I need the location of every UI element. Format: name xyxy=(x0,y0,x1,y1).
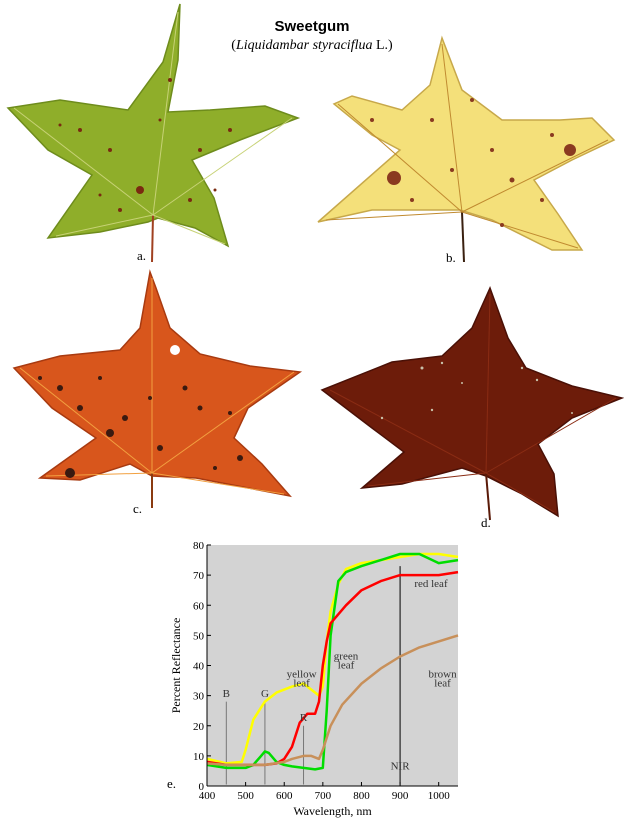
y-tick-label: 60 xyxy=(193,600,205,612)
x-tick-label: 500 xyxy=(237,790,254,802)
brown-leaf-stem xyxy=(485,472,491,521)
subtitle-open-paren: ( xyxy=(231,38,236,53)
chart-annotation: yellow xyxy=(287,669,317,681)
y-tick-label: 10 xyxy=(193,751,205,763)
y-tick-label: 40 xyxy=(193,661,205,673)
plot-area xyxy=(207,545,458,786)
red-leaf-image xyxy=(12,269,303,508)
green-leaf-veins xyxy=(13,11,293,245)
green-leaf-stem xyxy=(151,214,154,263)
x-tick-label: 700 xyxy=(315,790,332,802)
x-tick-label: 1000 xyxy=(428,790,451,802)
red-leaf-hole xyxy=(170,345,180,355)
series-line xyxy=(206,552,459,771)
x-axis-label: Wavelength, nm xyxy=(293,804,372,818)
panel-label-c: c. xyxy=(133,501,143,516)
brown-leaf-image xyxy=(320,286,624,521)
x-tick-label: 600 xyxy=(276,790,293,802)
panel-label-e: e. xyxy=(167,776,177,791)
figure-title: Sweetgum xyxy=(274,18,350,35)
chart-annotation: leaf xyxy=(293,678,310,690)
yellow-leaf-image xyxy=(317,35,616,263)
yellow-leaf-stem xyxy=(461,211,465,263)
x-tick-label: 800 xyxy=(353,790,370,802)
chart-annotation: G xyxy=(261,688,269,700)
y-tick-label: 80 xyxy=(193,540,205,552)
chart-annotation: green xyxy=(334,650,359,662)
red-leaf-veins xyxy=(19,278,295,495)
panel-label-b: b. xyxy=(446,250,456,265)
y-tick-label: 0 xyxy=(199,781,205,793)
brown-leaf-veins xyxy=(329,293,617,513)
series-line xyxy=(206,634,459,767)
chart-annotation: R xyxy=(300,712,308,724)
green-leaf-spots xyxy=(58,78,232,212)
species-name: Liquidambar styraciflua xyxy=(235,38,373,53)
y-tick-label: 70 xyxy=(193,570,205,582)
y-tick-label: 30 xyxy=(193,691,205,703)
yellow-leaf-veins xyxy=(325,43,609,249)
chart-annotation: leaf xyxy=(434,678,451,690)
yellow-leaf-blade xyxy=(317,35,616,251)
chart-annotation: red leaf xyxy=(414,578,448,590)
chart-annotation: NIR xyxy=(391,760,411,772)
y-axis-label: Percent Reflectance xyxy=(169,618,183,714)
red-leaf-spots xyxy=(38,376,243,478)
x-tick-label: 400 xyxy=(199,790,216,802)
green-leaf-image xyxy=(6,3,301,263)
panel-label-a: a. xyxy=(137,248,147,263)
x-tick-label: 900 xyxy=(392,790,409,802)
brown-leaf-specks xyxy=(380,361,573,420)
y-tick-label: 50 xyxy=(193,630,205,642)
chart-annotation: brown xyxy=(428,669,457,681)
chart-annotation: leaf xyxy=(338,660,355,672)
chart-annotation: B xyxy=(223,688,230,700)
yellow-leaf-spots xyxy=(370,98,576,227)
green-leaf-blade xyxy=(6,3,301,248)
figure-subtitle: (Liquidambar styraciflua L.) xyxy=(0,38,624,54)
y-tick-label: 20 xyxy=(193,721,205,733)
panel-label-d: d. xyxy=(481,515,491,530)
subtitle-authority: L.) xyxy=(372,38,393,53)
